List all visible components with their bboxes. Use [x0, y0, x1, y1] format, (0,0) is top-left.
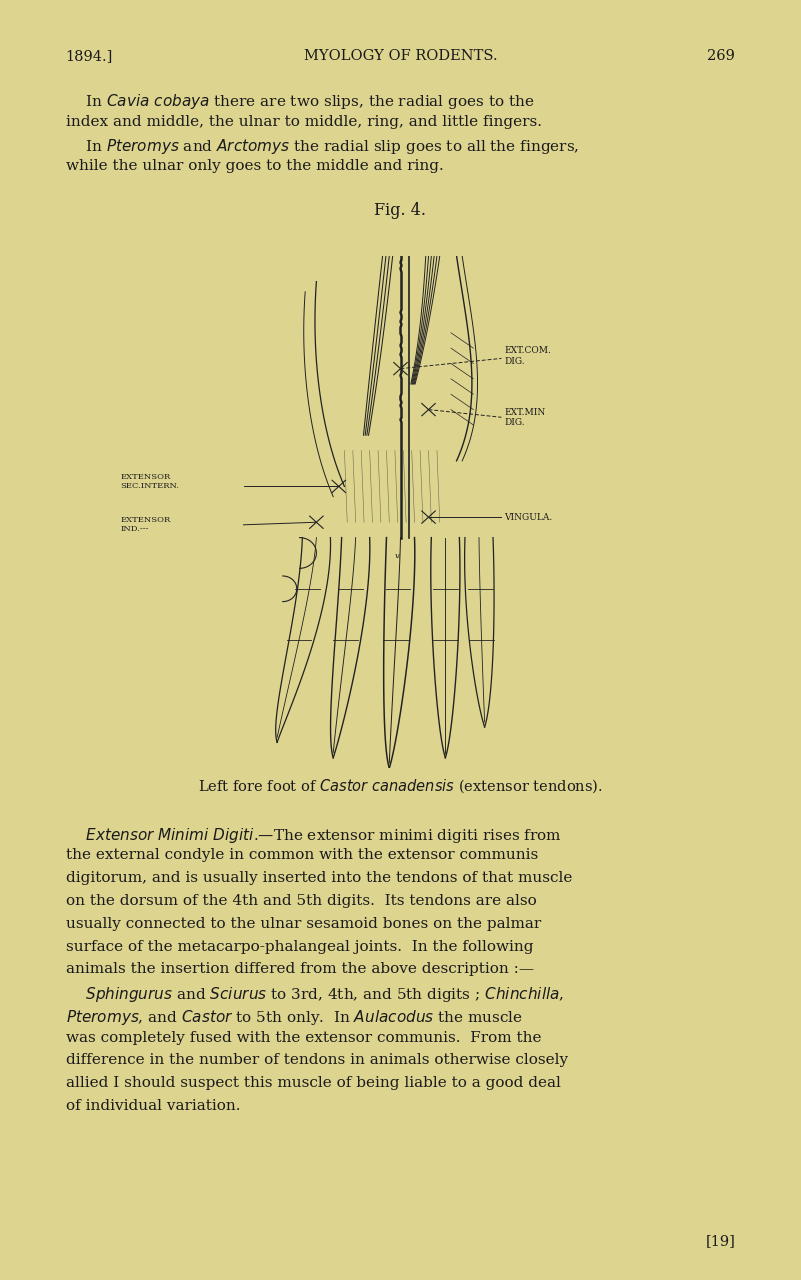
Text: In $\it{Cavia\ cobaya}$ there are two slips, the radial goes to the: In $\it{Cavia\ cobaya}$ there are two sl… [66, 92, 534, 111]
Text: Left fore foot of $\it{Castor\ canadensis}$ (extensor tendons).: Left fore foot of $\it{Castor\ canadensi… [198, 777, 603, 795]
Text: EXT.COM.
DIG.: EXT.COM. DIG. [505, 346, 551, 366]
Text: $\it{Pteromys}$, and $\it{Castor}$ to 5th only.  In $\it{Aulacodus}$ the muscle: $\it{Pteromys}$, and $\it{Castor}$ to 5t… [66, 1007, 523, 1027]
Text: allied I should suspect this muscle of being liable to a good deal: allied I should suspect this muscle of b… [66, 1076, 561, 1091]
Text: while the ulnar only goes to the middle and ring.: while the ulnar only goes to the middle … [66, 159, 444, 173]
Text: surface of the metacarpo-phalangeal joints.  In the following: surface of the metacarpo-phalangeal join… [66, 940, 533, 954]
Text: of individual variation.: of individual variation. [66, 1100, 240, 1114]
Text: In $\it{Pteromys}$ and $\it{Arctomys}$ the radial slip goes to all the fingers,: In $\it{Pteromys}$ and $\it{Arctomys}$ t… [66, 137, 579, 156]
Text: Fig. 4.: Fig. 4. [375, 202, 426, 219]
Text: usually connected to the ulnar sesamoid bones on the palmar: usually connected to the ulnar sesamoid … [66, 916, 541, 931]
Text: $\it{Extensor\ Minimi\ Digiti}$.—The extensor minimi digiti rises from: $\it{Extensor\ Minimi\ Digiti}$.—The ext… [66, 826, 562, 845]
Text: EXTENSOR
SEC.INTERN.: EXTENSOR SEC.INTERN. [120, 472, 179, 490]
Text: MYOLOGY OF RODENTS.: MYOLOGY OF RODENTS. [304, 49, 497, 63]
Text: 269: 269 [707, 49, 735, 63]
Text: was completely fused with the extensor communis.  From the: was completely fused with the extensor c… [66, 1030, 541, 1044]
Text: index and middle, the ulnar to middle, ring, and little fingers.: index and middle, the ulnar to middle, r… [66, 114, 541, 128]
Text: digitorum, and is usually inserted into the tendons of that muscle: digitorum, and is usually inserted into … [66, 872, 572, 886]
Text: animals the insertion differed from the above description :—: animals the insertion differed from the … [66, 963, 533, 977]
Text: the external condyle in common with the extensor communis: the external condyle in common with the … [66, 849, 538, 863]
Text: 1894.]: 1894.] [66, 49, 113, 63]
Text: $\it{Sphingurus}$ and $\it{Sciurus}$ to 3rd, 4th, and 5th digits ; $\it{Chinchil: $\it{Sphingurus}$ and $\it{Sciurus}$ to … [66, 986, 564, 1004]
Text: difference in the number of tendons in animals otherwise closely: difference in the number of tendons in a… [66, 1053, 568, 1068]
Text: [19]: [19] [706, 1234, 735, 1248]
Text: on the dorsum of the 4th and 5th digits.  Its tendons are also: on the dorsum of the 4th and 5th digits.… [66, 893, 537, 908]
Text: EXT.MIN
DIG.: EXT.MIN DIG. [505, 407, 545, 428]
Text: EXTENSOR
IND.---: EXTENSOR IND.--- [120, 516, 171, 534]
Text: VINGULA.: VINGULA. [505, 512, 553, 522]
Text: v.: v. [395, 552, 400, 559]
